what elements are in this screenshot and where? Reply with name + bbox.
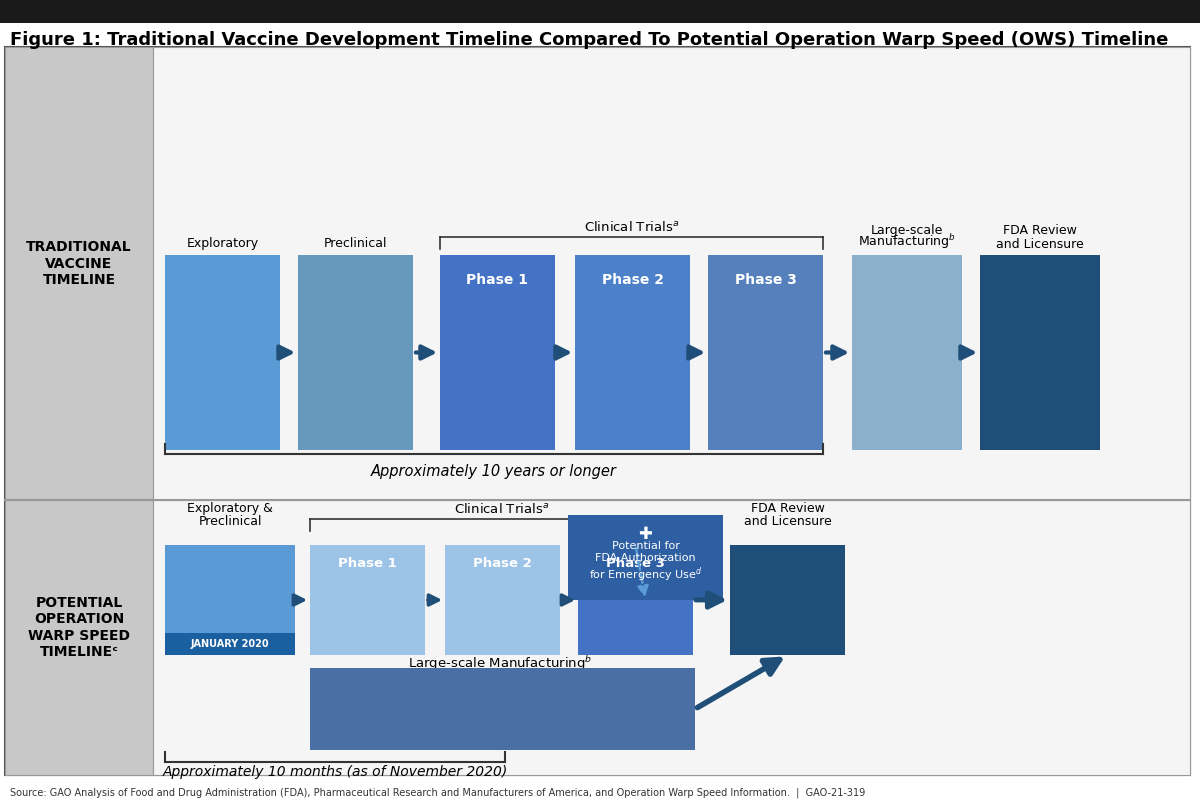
- Bar: [310, 668, 695, 750]
- Bar: [440, 255, 554, 450]
- Text: Phase 1: Phase 1: [338, 557, 397, 570]
- Bar: [852, 255, 962, 450]
- Text: Clinical Trials$^a$: Clinical Trials$^a$: [584, 220, 679, 234]
- Bar: [0, 0, 1200, 23]
- Bar: [708, 255, 823, 450]
- Bar: [568, 515, 722, 600]
- Bar: [166, 255, 280, 450]
- Text: FDA Review: FDA Review: [1003, 224, 1076, 237]
- Text: and Licensure: and Licensure: [744, 515, 832, 528]
- Text: Clinical Trials$^a$: Clinical Trials$^a$: [454, 502, 550, 516]
- Bar: [166, 545, 295, 655]
- Text: Phase 3: Phase 3: [606, 557, 665, 570]
- Text: Large-scale: Large-scale: [871, 224, 943, 237]
- Text: Phase 1: Phase 1: [467, 273, 528, 287]
- Text: Preclinical: Preclinical: [198, 515, 262, 528]
- Text: Large-scale Manufacturing$^b$: Large-scale Manufacturing$^b$: [408, 654, 592, 673]
- Bar: [154, 500, 1190, 775]
- Bar: [730, 545, 845, 655]
- Bar: [445, 545, 560, 655]
- Bar: [310, 545, 425, 655]
- Text: JANUARY 2020: JANUARY 2020: [191, 639, 269, 649]
- Bar: [154, 47, 1190, 500]
- Bar: [575, 255, 690, 450]
- Bar: [578, 545, 694, 655]
- Text: Source: GAO Analysis of Food and Drug Administration (FDA), Pharmaceutical Resea: Source: GAO Analysis of Food and Drug Ad…: [10, 787, 865, 798]
- Text: Figure 1: Traditional Vaccine Development Timeline Compared To Potential Operati: Figure 1: Traditional Vaccine Developmen…: [10, 31, 1169, 49]
- Bar: [5, 47, 154, 500]
- Text: Preclinical: Preclinical: [324, 237, 388, 250]
- Text: Exploratory: Exploratory: [186, 237, 258, 250]
- Text: Phase 2: Phase 2: [601, 273, 664, 287]
- Text: FDA Review: FDA Review: [750, 502, 824, 515]
- Text: Phase 2: Phase 2: [473, 557, 532, 570]
- Text: Manufacturing$^b$: Manufacturing$^b$: [858, 232, 956, 251]
- Bar: [298, 255, 413, 450]
- Text: TRADITIONAL
VACCINE
TIMELINE: TRADITIONAL VACCINE TIMELINE: [26, 241, 132, 287]
- Text: POTENTIAL
OPERATION
WARP SPEED
TIMELINEᶜ: POTENTIAL OPERATION WARP SPEED TIMELINEᶜ: [28, 597, 130, 658]
- Bar: [980, 255, 1100, 450]
- Text: Potential for
FDA Authorization
for Emergency Use$^d$: Potential for FDA Authorization for Emer…: [589, 541, 702, 584]
- Text: ✚: ✚: [638, 525, 653, 543]
- Bar: [166, 633, 295, 655]
- Text: Approximately 10 years or longer: Approximately 10 years or longer: [371, 464, 617, 479]
- Text: and Licensure: and Licensure: [996, 238, 1084, 251]
- Bar: [5, 500, 154, 775]
- Text: Approximately 10 months (as of November 2020): Approximately 10 months (as of November …: [162, 765, 508, 779]
- Text: Phase 3: Phase 3: [734, 273, 797, 287]
- Text: Exploratory &: Exploratory &: [187, 502, 272, 515]
